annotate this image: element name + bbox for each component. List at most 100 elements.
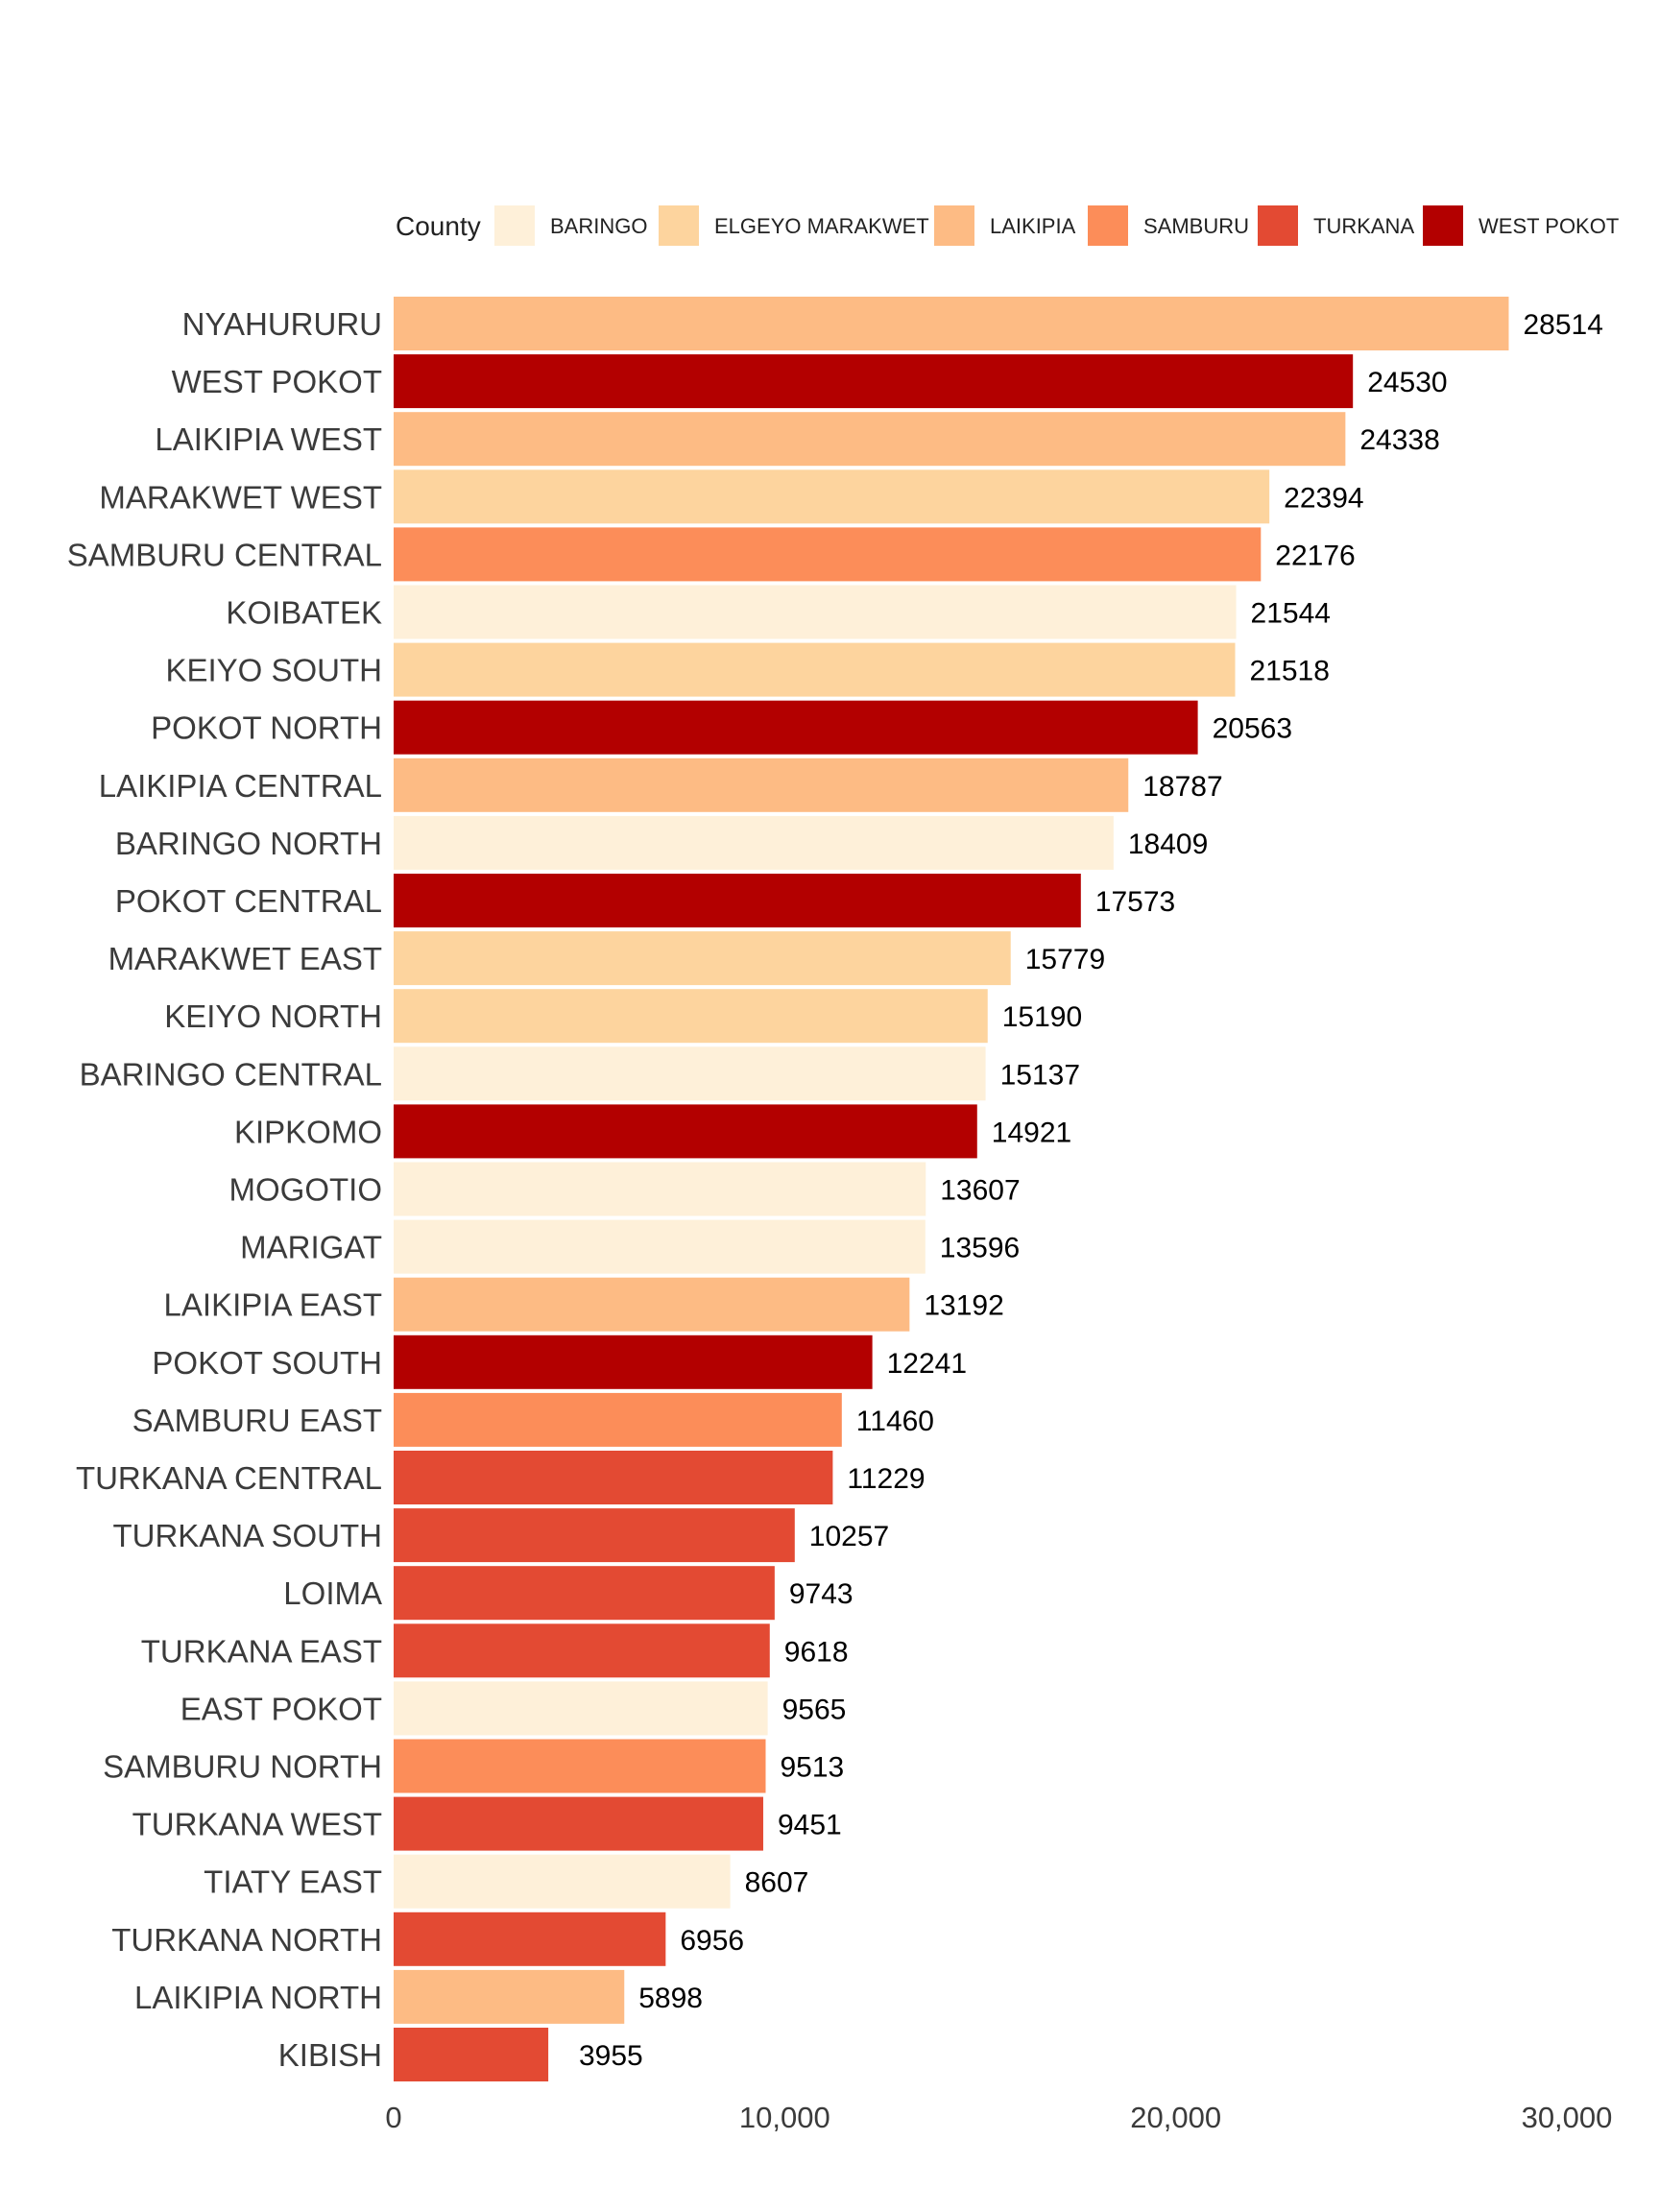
bar-turkana-central xyxy=(394,1451,833,1504)
value-label-loima: 9743 xyxy=(789,1578,854,1610)
x-tick-label-3: 30,000 xyxy=(1522,2101,1613,2134)
value-label-turkana-west: 9451 xyxy=(778,1810,842,1841)
bar-marakwet-west xyxy=(394,469,1270,524)
value-label-west-pokot: 24530 xyxy=(1367,367,1447,398)
category-label-turkana-north: TURKANA NORTH xyxy=(111,1922,382,1958)
value-labels: 28514 24530 24338 22394 22176 21544 21518 20563… xyxy=(579,309,1603,2072)
category-label-marakwet-east: MARAKWET EAST xyxy=(108,941,382,976)
bar-kibish xyxy=(394,2028,549,2081)
category-label-tiaty-east: TIATY EAST xyxy=(204,1864,382,1900)
value-label-east-pokot: 9565 xyxy=(782,1694,847,1725)
category-label-koibatek: KOIBATEK xyxy=(226,595,382,631)
category-label-kibish: KIBISH xyxy=(278,2037,382,2073)
category-label-laikipia-north: LAIKIPIA NORTH xyxy=(134,1980,382,2015)
value-label-pokot-central: 17573 xyxy=(1095,886,1175,918)
legend-label-laikipia: LAIKIPIA xyxy=(990,214,1076,238)
bar-pokot-south xyxy=(394,1334,873,1389)
bar-laikipia-north xyxy=(394,1969,625,2024)
category-label-keiyo-south: KEIYO SOUTH xyxy=(165,653,382,688)
bar-samburu-east xyxy=(394,1392,842,1447)
value-label-marakwet-west: 22394 xyxy=(1284,482,1363,514)
bar-kipkomo xyxy=(394,1104,977,1159)
bar-turkana-south xyxy=(394,1508,795,1563)
value-label-keiyo-south: 21518 xyxy=(1249,656,1329,687)
value-label-turkana-east: 9618 xyxy=(784,1636,849,1668)
bar-marakwet-east xyxy=(394,931,1011,986)
legend-label-elgeyo-marakwet: ELGEYO MARAKWET xyxy=(714,214,929,238)
value-label-samburu-central: 22176 xyxy=(1275,540,1355,571)
category-label-turkana-east: TURKANA EAST xyxy=(141,1633,382,1669)
bar-pokot-north xyxy=(394,700,1198,755)
category-label-turkana-central: TURKANA CENTRAL xyxy=(76,1460,382,1496)
category-labels: NYAHURURU WEST POKOT LAIKIPIA WEST MARAKWET… xyxy=(67,306,382,2073)
legend-label-west-pokot: WEST POKOT xyxy=(1479,214,1619,238)
category-label-samburu-east: SAMBURU EAST xyxy=(132,1403,382,1438)
category-label-marigat: MARIGAT xyxy=(240,1230,382,1265)
legend-swatch-west-pokot xyxy=(1423,205,1463,246)
value-label-marakwet-east: 15779 xyxy=(1025,944,1105,975)
bar-laikipia-east xyxy=(394,1277,910,1332)
category-label-pokot-north: POKOT NORTH xyxy=(151,710,382,746)
category-label-turkana-south: TURKANA SOUTH xyxy=(112,1518,382,1553)
category-label-kipkomo: KIPKOMO xyxy=(234,1114,382,1149)
category-label-keiyo-north: KEIYO NORTH xyxy=(164,998,382,1034)
bar-laikipia-central xyxy=(394,757,1129,812)
legend-swatch-turkana xyxy=(1258,205,1298,246)
bar-turkana-north xyxy=(394,1911,666,1966)
legend-label-samburu: SAMBURU xyxy=(1143,214,1249,238)
value-label-samburu-north: 9513 xyxy=(780,1752,844,1784)
category-label-marakwet-west: MARAKWET WEST xyxy=(99,479,382,515)
value-label-pokot-north: 20563 xyxy=(1213,713,1292,745)
bar-marigat xyxy=(394,1219,926,1274)
value-label-kipkomo: 14921 xyxy=(992,1117,1071,1148)
bar-laikipia-west xyxy=(394,412,1346,467)
x-tick-label-1: 10,000 xyxy=(739,2101,830,2134)
bar-keiyo-south xyxy=(394,642,1236,697)
bar-nyahururu xyxy=(394,297,1509,350)
legend-swatch-laikipia xyxy=(934,205,974,246)
category-label-nyahururu: NYAHURURU xyxy=(182,306,382,342)
bar-baringo-central xyxy=(394,1046,986,1101)
category-label-west-pokot: WEST POKOT xyxy=(172,364,382,399)
x-tick-label-0: 0 xyxy=(385,2101,401,2134)
value-label-laikipia-east: 13192 xyxy=(924,1290,1003,1322)
category-label-laikipia-west: LAIKIPIA WEST xyxy=(155,421,382,457)
value-label-marigat: 13596 xyxy=(940,1233,1020,1264)
value-label-samburu-east: 11460 xyxy=(856,1406,934,1437)
bars-group xyxy=(394,297,1509,2081)
category-label-baringo-north: BARINGO NORTH xyxy=(115,826,382,861)
bar-mogotio xyxy=(394,1162,926,1216)
category-label-pokot-central: POKOT CENTRAL xyxy=(115,883,382,919)
bar-tiaty-east xyxy=(394,1854,731,1909)
category-label-east-pokot: EAST POKOT xyxy=(180,1691,382,1726)
legend-title: County xyxy=(396,211,481,241)
bar-keiyo-north xyxy=(394,989,988,1044)
category-label-pokot-south: POKOT SOUTH xyxy=(152,1345,382,1381)
bar-loima xyxy=(394,1566,775,1621)
value-label-turkana-north: 6956 xyxy=(680,1925,744,1957)
value-label-nyahururu: 28514 xyxy=(1523,309,1602,341)
bar-turkana-east xyxy=(394,1623,770,1678)
value-label-baringo-north: 18409 xyxy=(1128,829,1208,860)
legend-label-turkana: TURKANA xyxy=(1313,214,1414,238)
value-label-koibatek: 21544 xyxy=(1251,598,1331,630)
value-label-laikipia-north: 5898 xyxy=(638,1983,703,2014)
bar-pokot-central xyxy=(394,874,1081,927)
legend: County BARINGO ELGEYO MARAKWET LAIKIPIA SAM… xyxy=(396,205,1619,246)
value-label-turkana-south: 10257 xyxy=(809,1521,889,1552)
legend-swatch-baringo xyxy=(494,205,535,246)
value-label-keiyo-north: 15190 xyxy=(1002,1001,1082,1033)
bar-west-pokot xyxy=(394,354,1354,409)
bar-samburu-central xyxy=(394,527,1262,582)
x-axis: 0 10,000 20,000 30,000 xyxy=(385,2101,1612,2134)
category-label-laikipia-central: LAIKIPIA CENTRAL xyxy=(99,768,382,804)
value-label-tiaty-east: 8607 xyxy=(745,1867,809,1899)
x-tick-label-2: 20,000 xyxy=(1130,2101,1221,2134)
bar-turkana-west xyxy=(394,1796,763,1851)
value-label-turkana-central: 11229 xyxy=(847,1463,925,1495)
category-label-turkana-west: TURKANA WEST xyxy=(132,1807,382,1842)
category-label-samburu-central: SAMBURU CENTRAL xyxy=(67,537,382,572)
legend-swatch-samburu xyxy=(1088,205,1128,246)
value-label-baringo-central: 15137 xyxy=(1000,1059,1080,1091)
